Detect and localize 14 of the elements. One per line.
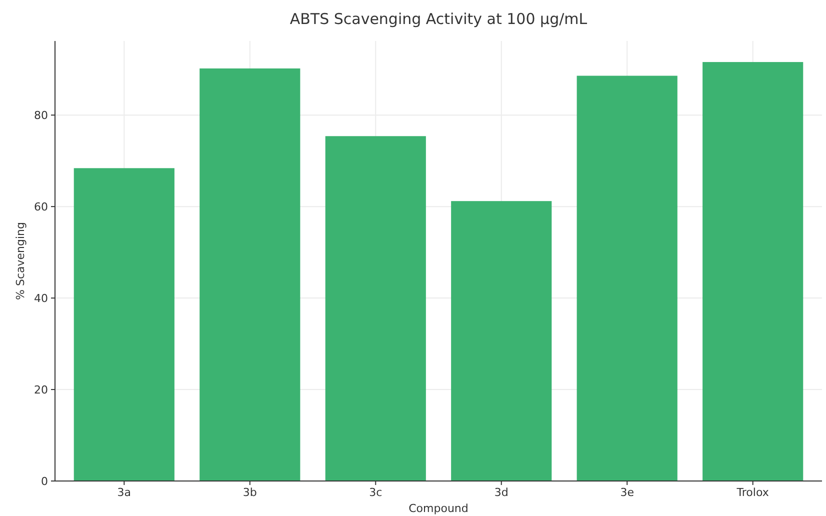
y-tick-label: 20: [34, 383, 48, 396]
y-tick-label: 40: [34, 292, 48, 305]
y-tick-label: 60: [34, 200, 48, 214]
x-tick-label: 3b: [242, 486, 257, 499]
y-tick-label: 80: [34, 108, 48, 122]
x-tick-label: 3d: [494, 486, 508, 499]
x-tick-label: 3c: [369, 486, 382, 499]
x-tick-label: 3a: [117, 486, 132, 499]
chart-title: ABTS Scavenging Activity at 100 µg/mL: [290, 10, 588, 28]
y-tick-label: 0: [41, 474, 48, 488]
y-axis-title: % Scavenging: [14, 222, 27, 300]
x-tick-label: Trolox: [736, 486, 770, 499]
x-tick-label: 3e: [620, 486, 634, 499]
x-axis-title: Compound: [408, 502, 468, 515]
